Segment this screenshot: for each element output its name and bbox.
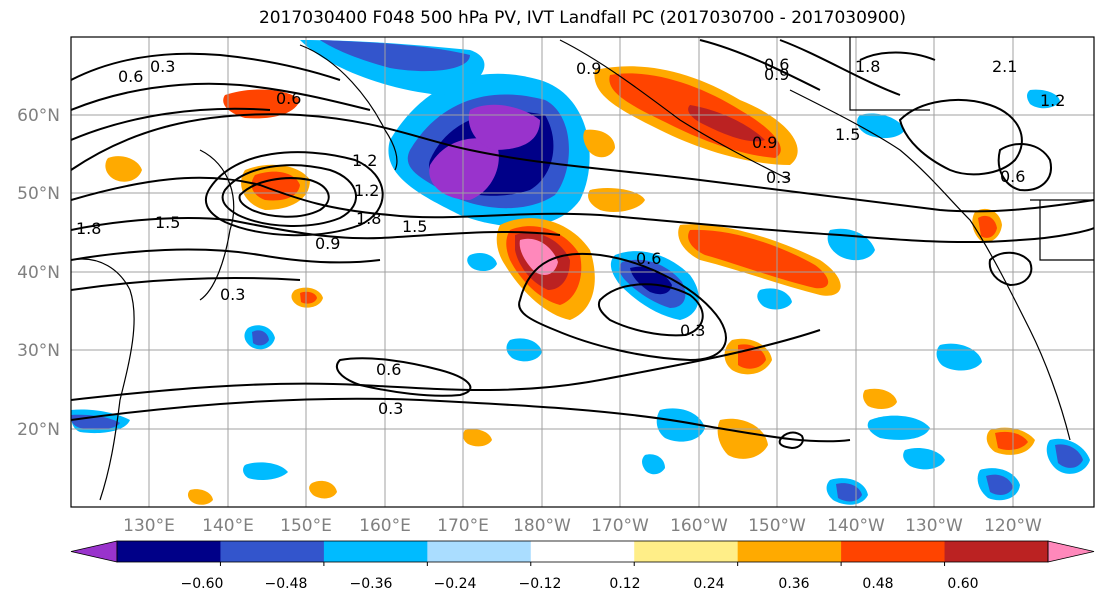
lon-label: 170°E [437,516,489,536]
colorbar-tick-label: 0.48 [862,576,893,592]
contour-label: 0.6 [636,249,661,268]
contour-label: 0.3 [150,57,175,76]
contour-label: 1.2 [354,181,379,200]
colorbar-swatch [220,541,325,562]
lon-label: 140°W [827,516,885,536]
contour-label: 1.2 [352,151,377,170]
contour-label: 1.5 [155,213,180,232]
contour-label: 1.8 [855,57,880,76]
colorbar-tick-label: −0.48 [265,576,308,592]
colorbar [70,540,1095,566]
longitude-labels: 130°E 140°E 150°E 160°E 170°E 180°W 170°… [123,516,1042,536]
contour-label: 0.9 [752,133,777,152]
colorbar-tick-label: 0.12 [609,576,640,592]
contour-label: 0.9 [315,234,340,253]
contour-label: 1.5 [835,125,860,144]
contour-label: 1.8 [356,209,381,228]
contour-label: 0.3 [378,399,403,418]
colorbar-extend-min [70,540,118,563]
colorbar-swatch [944,541,1049,562]
contour-label: 0.6 [764,55,789,74]
lon-label: 170°W [591,516,649,536]
contour-label: 1.2 [1040,91,1065,110]
lon-label: 130°E [123,516,175,536]
colorbar-swatch [530,541,635,562]
lon-label: 150°W [748,516,806,536]
lon-label: 180°W [513,516,571,536]
colorbar-swatch [841,541,946,562]
pv-contours [71,39,1094,450]
colorbar-extend-max [1047,540,1095,563]
colorbar-swatch [323,541,428,562]
map-title: 2017030400 F048 500 hPa PV, IVT Landfall… [258,8,906,28]
colorbar-tick-label: −0.24 [434,576,477,592]
lon-label: 140°E [202,516,254,536]
contour-label: 1.8 [76,219,101,238]
contour-label: 0.6 [1000,167,1025,186]
lon-label: 160°E [359,516,411,536]
lon-label: 120°W [984,516,1042,536]
contour-label: 0.3 [220,285,245,304]
colorbar-tick-label: −0.12 [519,576,562,592]
contour-label: 2.1 [992,57,1017,76]
lon-label: 160°W [670,516,728,536]
contour-label: 0.6 [118,67,143,86]
lon-label: 130°W [905,516,963,536]
colorbar-border [116,540,1049,563]
contour-label: 0.9 [576,59,601,78]
colorbar-tick-label: −0.60 [181,576,224,592]
map-frame [70,36,1095,508]
colorbar-tick-label: 0.24 [693,576,724,592]
lat-label: 60°N [17,106,60,126]
shaded-anomalies [71,40,1090,505]
colorbar-swatch [634,541,739,562]
coastlines [71,37,1094,501]
lat-label: 30°N [17,341,60,361]
contour-label: 0.6 [276,89,301,108]
lon-label: 150°E [280,516,332,536]
contour-label: 1.5 [402,217,427,236]
colorbar-swatch [427,541,532,562]
lat-label: 50°N [17,184,60,204]
lat-label: 20°N [17,420,60,440]
colorbar-swatch [117,541,221,562]
contour-labels: 0.6 0.3 0.6 1.2 1.8 1.5 0.9 0.3 1.2 1.8 … [76,55,1065,418]
colorbar-tick-labels: −0.60 −0.48 −0.36 −0.24 −0.12 0.12 0.24 … [181,576,979,592]
colorbar-tick-label: 0.36 [778,576,809,592]
colorbar-tick-label: 0.60 [947,576,978,592]
contour-label: 0.3 [680,321,705,340]
colorbar-swatch [737,541,842,562]
colorbar-tick-label: −0.36 [350,576,393,592]
contour-label: 0.9 [764,65,789,84]
latitude-labels: 60°N 50°N 40°N 30°N 20°N [17,106,60,440]
map-content: 0.6 0.3 0.6 1.2 1.8 1.5 0.9 0.3 1.2 1.8 … [71,37,1094,507]
contour-label: 0.3 [766,168,791,187]
lat-label: 40°N [17,263,60,283]
contour-label: 0.6 [376,360,401,379]
